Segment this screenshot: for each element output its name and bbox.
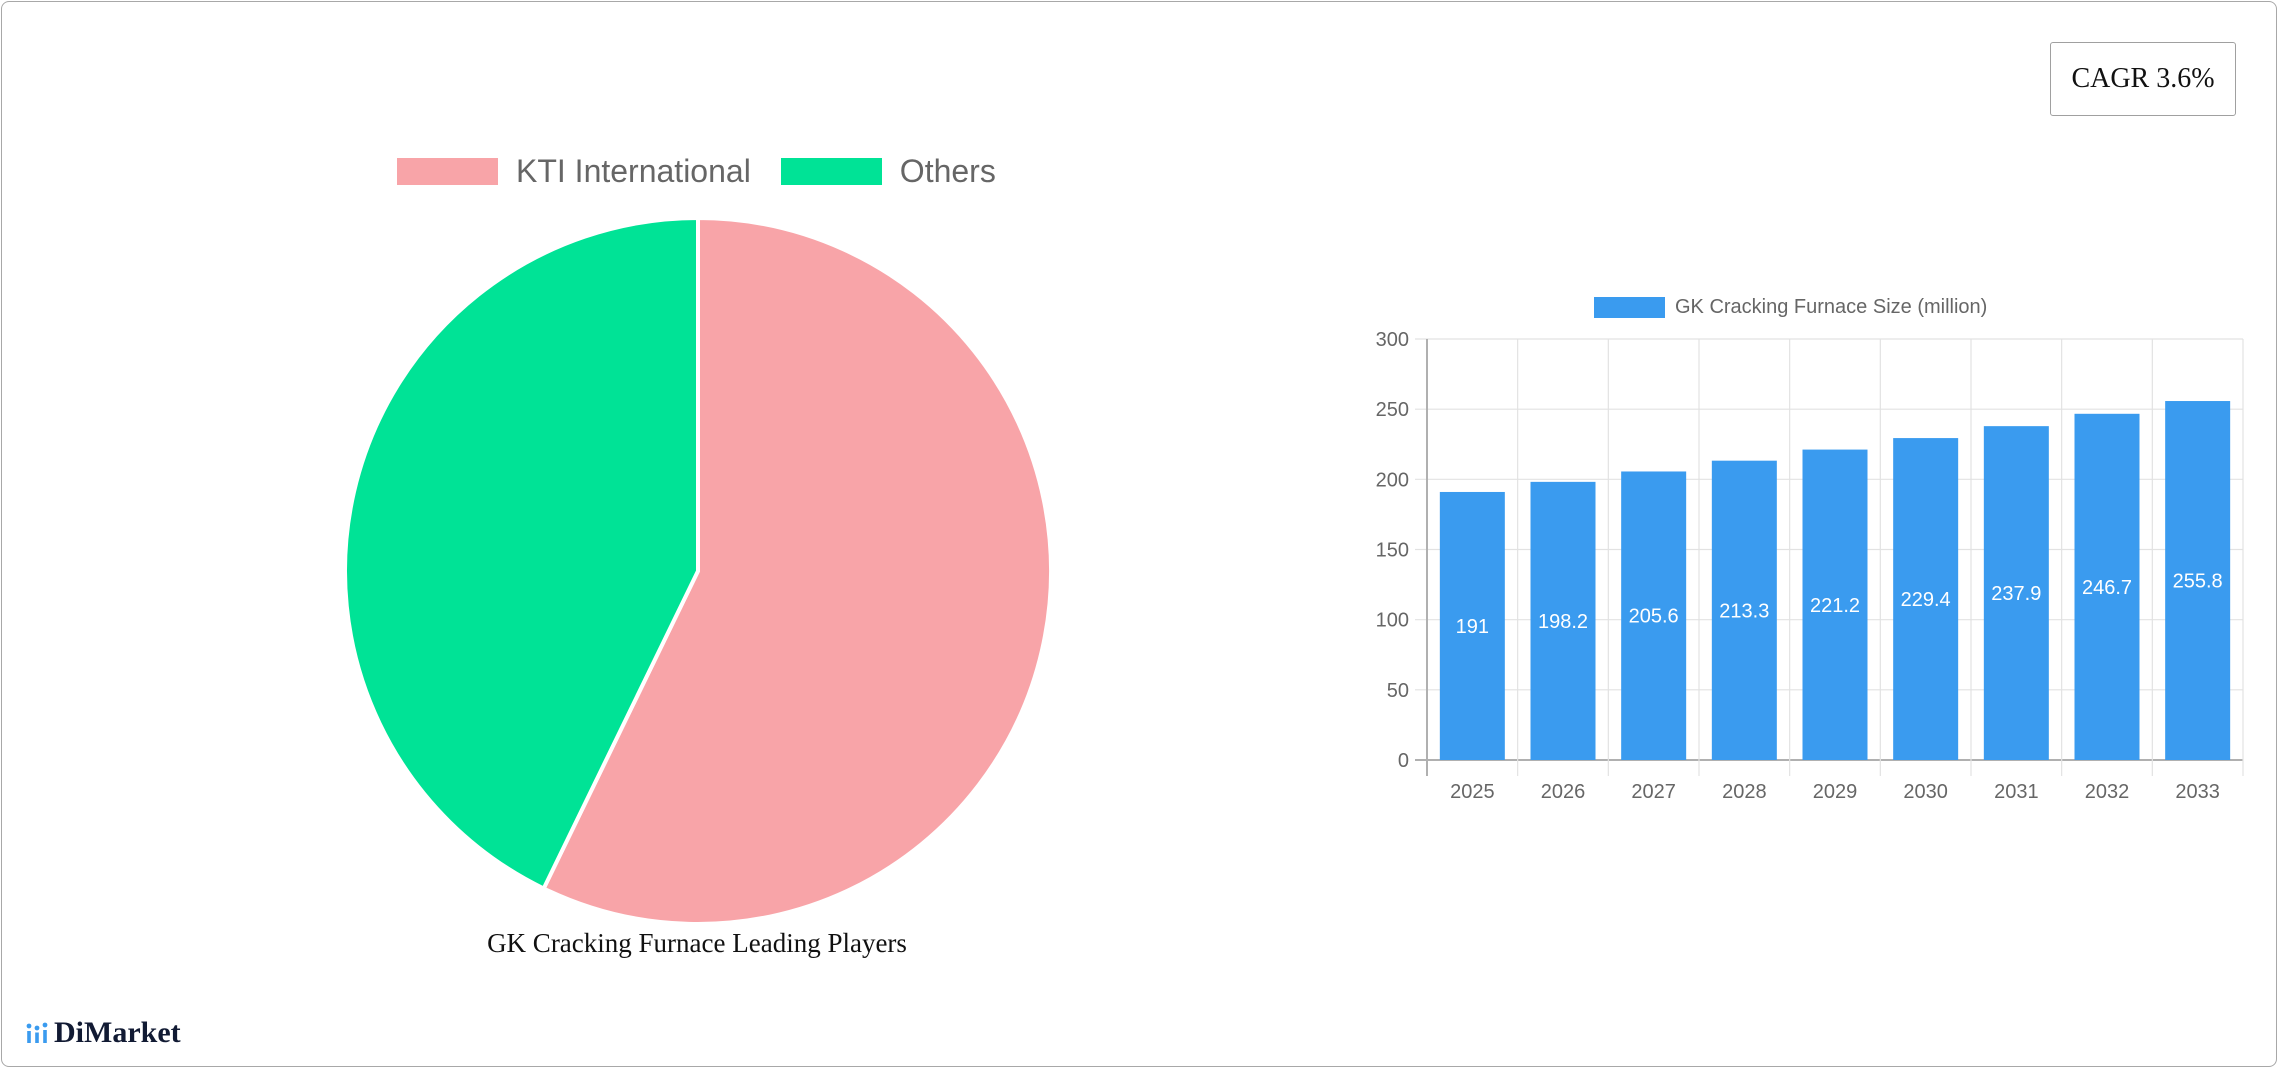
bar-value-label: 213.3 xyxy=(1719,600,1769,622)
legend-swatch-size xyxy=(1594,297,1665,318)
bar-2032[interactable] xyxy=(2074,413,2140,760)
bar-value-label: 205.6 xyxy=(1629,606,1679,628)
legend-label-size: GK Cracking Furnace Size (million) xyxy=(1675,296,1988,318)
bar-value-label: 191 xyxy=(1456,616,1489,638)
pie-slice-others[interactable] xyxy=(343,215,700,892)
y-tick-label: 150 xyxy=(1376,540,1409,562)
legend-item-others[interactable]: Others xyxy=(780,152,996,190)
legend-label-others: Others xyxy=(899,152,996,189)
x-tick-label: 2026 xyxy=(1541,781,1586,803)
x-tick-label: 2025 xyxy=(1450,781,1495,803)
bar-value-label: 246.7 xyxy=(2082,577,2132,599)
bar-2025[interactable] xyxy=(1439,491,1505,760)
bar-legend[interactable]: GK Cracking Furnace Size (million) xyxy=(1594,296,1987,319)
brand-name: DiMarket xyxy=(54,1016,181,1049)
pie-legend: KTI International Others xyxy=(397,150,1026,192)
cagr-label: CAGR 3.6% xyxy=(2071,63,2215,94)
y-tick-label: 300 xyxy=(1376,329,1409,351)
bar-2031[interactable] xyxy=(1983,426,2049,760)
bar-logo-icon xyxy=(26,1022,48,1043)
bar-value-label: 198.2 xyxy=(1538,611,1588,633)
bar-2033[interactable] xyxy=(2165,401,2231,760)
y-tick-label: 250 xyxy=(1376,399,1409,421)
y-tick-label: 50 xyxy=(1387,680,1409,702)
x-tick-label: 2031 xyxy=(1994,781,2039,803)
pie-slice-kti-international[interactable] xyxy=(541,215,1053,926)
legend-swatch-others xyxy=(780,157,882,185)
y-tick-label: 100 xyxy=(1376,610,1409,632)
bar-value-label: 229.4 xyxy=(1901,589,1951,611)
bar-value-label: 237.9 xyxy=(1991,583,2041,605)
y-tick-label: 0 xyxy=(1398,750,1409,772)
y-tick-label: 200 xyxy=(1376,469,1409,491)
x-tick-label: 2028 xyxy=(1722,781,1767,803)
bar-2028[interactable] xyxy=(1711,460,1777,760)
bar-2026[interactable] xyxy=(1530,481,1596,760)
pie-caption: GK Cracking Furnace Leading Players xyxy=(487,928,907,958)
bar-value-label: 255.8 xyxy=(2173,571,2223,593)
x-tick-label: 2033 xyxy=(2175,781,2220,803)
x-tick-label: 2030 xyxy=(1903,781,1948,803)
legend-item-kti[interactable]: KTI International xyxy=(397,153,751,190)
bar-2027[interactable] xyxy=(1621,471,1687,760)
x-tick-label: 2027 xyxy=(1631,781,1676,803)
x-tick-label: 2029 xyxy=(1813,781,1858,803)
legend-label-kti: KTI International xyxy=(516,152,751,189)
x-tick-label: 2032 xyxy=(2085,781,2130,803)
bar-2029[interactable] xyxy=(1802,449,1868,760)
bar-value-label: 221.2 xyxy=(1810,595,1860,617)
bar-2030[interactable] xyxy=(1893,438,1959,760)
brand-logo: DiMarket xyxy=(26,1016,181,1050)
cagr-badge: CAGR 3.6% xyxy=(2050,42,2236,116)
legend-swatch-kti xyxy=(397,157,498,185)
